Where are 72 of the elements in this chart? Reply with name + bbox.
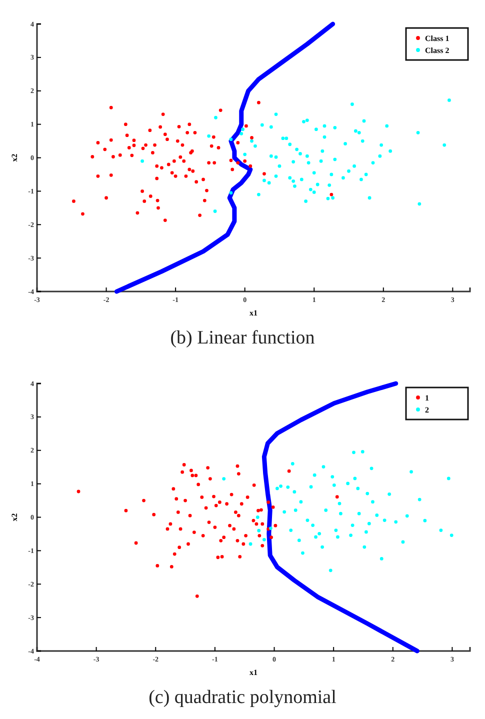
point <box>439 528 443 532</box>
legend-label: 2 <box>425 406 429 414</box>
point <box>282 510 286 514</box>
line-series <box>114 22 336 294</box>
point <box>382 518 386 522</box>
point <box>309 485 313 489</box>
point <box>301 551 304 555</box>
point <box>311 524 315 527</box>
point <box>256 516 260 519</box>
point <box>297 538 301 542</box>
point <box>290 462 294 466</box>
point <box>222 477 226 480</box>
point <box>314 535 318 539</box>
point <box>410 470 413 474</box>
point <box>332 483 336 487</box>
point <box>322 465 326 468</box>
point <box>350 524 354 527</box>
point <box>418 498 422 502</box>
point <box>388 492 392 496</box>
point <box>286 485 290 489</box>
point <box>269 526 272 530</box>
point <box>318 532 322 536</box>
legend-label: Class 2 <box>425 46 450 55</box>
point <box>446 476 450 480</box>
point <box>289 528 293 532</box>
point <box>375 514 379 517</box>
legend-label: 1 <box>425 394 429 402</box>
point <box>356 486 360 490</box>
text: (b) Linear function <box>170 328 316 348</box>
line-series <box>262 381 420 654</box>
y-axis-title: x2 <box>10 154 19 162</box>
point <box>294 508 298 512</box>
point <box>276 486 279 490</box>
x-axis-title: x1 <box>250 308 258 318</box>
point <box>324 508 328 512</box>
point <box>371 500 374 504</box>
text: (c) quadratic polynomial <box>148 687 336 708</box>
point <box>328 568 332 572</box>
point <box>306 518 310 522</box>
point <box>394 520 398 524</box>
y-axis-title: x2 <box>10 513 19 522</box>
point <box>330 475 334 478</box>
point <box>339 512 342 516</box>
point <box>279 484 282 488</box>
point <box>360 450 364 454</box>
point <box>366 492 370 496</box>
point <box>320 545 324 549</box>
point <box>352 450 356 454</box>
point <box>450 534 454 537</box>
point <box>262 538 266 542</box>
point <box>349 534 352 537</box>
point <box>423 518 427 522</box>
point <box>336 535 340 539</box>
point <box>362 545 366 549</box>
point <box>346 482 350 486</box>
point <box>357 512 361 516</box>
point <box>401 540 405 544</box>
point <box>299 500 303 504</box>
legend-label: Class 1 <box>425 34 450 43</box>
point <box>334 528 338 532</box>
point <box>380 557 384 560</box>
x-axis-title: x1 <box>250 668 258 677</box>
point <box>338 502 342 506</box>
point <box>370 466 374 470</box>
point <box>364 530 368 534</box>
point <box>405 514 409 518</box>
point <box>292 490 296 494</box>
point <box>248 542 252 546</box>
point <box>353 476 357 480</box>
point <box>257 528 261 532</box>
point <box>367 522 371 526</box>
point <box>312 473 316 477</box>
